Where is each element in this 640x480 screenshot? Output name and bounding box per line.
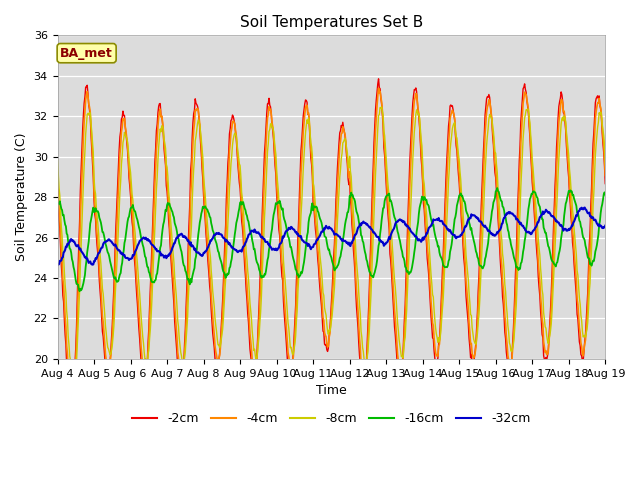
-16cm [377,226,385,231]
-4cm [374,85,382,91]
-2cm [175,369,182,374]
-2cm [553,144,561,150]
-2cm [324,348,332,354]
-32cm [54,261,61,267]
-4cm [54,173,61,179]
-4cm [378,99,385,105]
Line: -2cm: -2cm [58,79,605,406]
-16cm [54,201,61,206]
-2cm [602,181,609,187]
-4cm [324,344,332,350]
-16cm [431,231,438,237]
-32cm [602,223,609,228]
-8cm [553,206,561,212]
-2cm [378,101,385,107]
-32cm [431,217,438,223]
X-axis label: Time: Time [316,384,347,397]
-32cm [324,225,332,231]
-8cm [378,104,385,110]
-32cm [89,262,97,267]
-8cm [324,328,332,334]
-2cm [68,403,76,409]
-4cm [553,165,561,171]
-4cm [175,355,182,360]
-16cm [198,208,206,214]
-4cm [68,397,76,403]
-8cm [377,105,385,111]
-4cm [198,156,206,162]
-32cm [581,204,589,210]
-32cm [175,232,182,238]
-16cm [76,288,83,294]
Text: BA_met: BA_met [60,47,113,60]
-8cm [175,324,182,330]
-32cm [198,253,206,259]
-4cm [602,173,609,179]
-16cm [602,192,609,197]
Title: Soil Temperatures Set B: Soil Temperatures Set B [240,15,423,30]
Legend: -2cm, -4cm, -8cm, -16cm, -32cm: -2cm, -4cm, -8cm, -16cm, -32cm [127,407,536,430]
-16cm [175,236,182,241]
-8cm [70,380,77,385]
Line: -4cm: -4cm [58,88,605,400]
-8cm [198,147,206,153]
Line: -16cm: -16cm [58,188,605,291]
-16cm [324,244,332,250]
-2cm [54,184,61,190]
-8cm [432,325,440,331]
-8cm [602,161,609,167]
-32cm [377,239,385,244]
-16cm [553,260,561,266]
-2cm [374,76,382,82]
Y-axis label: Soil Temperature (C): Soil Temperature (C) [15,133,28,262]
Line: -8cm: -8cm [58,107,605,383]
-2cm [198,166,206,171]
Line: -32cm: -32cm [58,207,605,264]
-32cm [552,218,559,224]
-4cm [432,350,440,356]
-16cm [493,185,501,191]
-2cm [432,360,440,366]
-8cm [54,157,61,163]
